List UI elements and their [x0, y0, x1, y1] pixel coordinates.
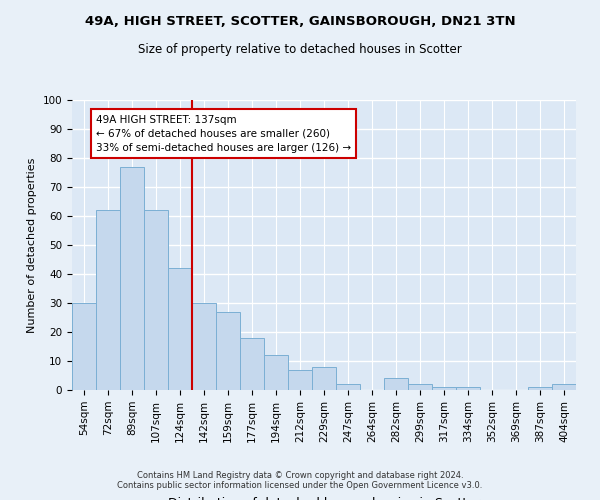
Bar — [528, 387, 552, 390]
Bar — [552, 384, 576, 390]
Bar — [288, 370, 312, 390]
Bar — [432, 387, 456, 390]
Bar — [96, 210, 120, 390]
Bar — [408, 384, 432, 390]
Bar — [216, 312, 240, 390]
Bar — [240, 338, 264, 390]
Text: 49A, HIGH STREET, SCOTTER, GAINSBOROUGH, DN21 3TN: 49A, HIGH STREET, SCOTTER, GAINSBOROUGH,… — [85, 15, 515, 28]
Y-axis label: Number of detached properties: Number of detached properties — [27, 158, 37, 332]
Bar — [336, 384, 360, 390]
Bar — [144, 210, 168, 390]
Bar — [312, 367, 336, 390]
Bar — [120, 166, 144, 390]
Text: 49A HIGH STREET: 137sqm
← 67% of detached houses are smaller (260)
33% of semi-d: 49A HIGH STREET: 137sqm ← 67% of detache… — [96, 114, 351, 152]
Bar — [264, 355, 288, 390]
X-axis label: Distribution of detached houses by size in Scotter: Distribution of detached houses by size … — [168, 498, 480, 500]
Bar — [168, 268, 192, 390]
Bar — [72, 303, 96, 390]
Bar — [456, 387, 480, 390]
Bar — [384, 378, 408, 390]
Text: Size of property relative to detached houses in Scotter: Size of property relative to detached ho… — [138, 42, 462, 56]
Text: Contains HM Land Registry data © Crown copyright and database right 2024.
Contai: Contains HM Land Registry data © Crown c… — [118, 470, 482, 490]
Bar — [192, 303, 216, 390]
